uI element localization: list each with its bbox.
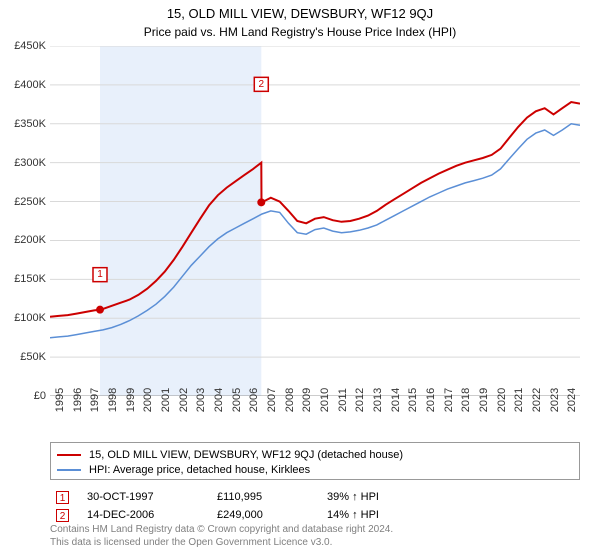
- event-marker-icon: 1: [56, 491, 69, 504]
- svg-text:1: 1: [97, 269, 103, 280]
- x-tick-label: 2022: [531, 388, 543, 412]
- x-tick-label: 2021: [513, 388, 525, 412]
- footer-line: This data is licensed under the Open Gov…: [50, 537, 580, 550]
- x-tick-label: 2011: [337, 388, 349, 412]
- event-date: 14-DEC-2006: [87, 509, 217, 521]
- legend-item: 15, OLD MILL VIEW, DEWSBURY, WF12 9QJ (d…: [57, 447, 573, 462]
- y-tick-label: £100K: [14, 312, 46, 324]
- event-marker-icon: 2: [56, 509, 69, 522]
- x-tick-label: 2015: [407, 388, 419, 412]
- event-row: 2 14-DEC-2006 £249,000 14% ↑ HPI: [56, 506, 574, 524]
- x-tick-label: 2002: [178, 388, 190, 412]
- event-price: £249,000: [217, 509, 327, 521]
- x-tick-label: 1995: [54, 388, 66, 412]
- legend-label: 15, OLD MILL VIEW, DEWSBURY, WF12 9QJ (d…: [89, 449, 403, 461]
- x-tick-label: 2023: [549, 388, 561, 412]
- y-tick-label: £400K: [14, 79, 46, 91]
- footer: Contains HM Land Registry data © Crown c…: [50, 524, 580, 549]
- legend-swatch: [57, 469, 81, 471]
- chart-subtitle: Price paid vs. HM Land Registry's House …: [0, 21, 600, 39]
- x-tick-label: 2008: [284, 388, 296, 412]
- x-tick-label: 2013: [372, 388, 384, 412]
- x-tick-label: 1997: [89, 388, 101, 412]
- legend-swatch: [57, 454, 81, 456]
- y-tick-label: £350K: [14, 118, 46, 130]
- y-tick-label: £300K: [14, 157, 46, 169]
- x-tick-label: 2004: [213, 388, 225, 412]
- x-tick-label: 1996: [72, 388, 84, 412]
- y-tick-label: £450K: [14, 40, 46, 52]
- event-price: £110,995: [217, 491, 327, 503]
- x-tick-label: 2009: [301, 388, 313, 412]
- chart-container: 15, OLD MILL VIEW, DEWSBURY, WF12 9QJ Pr…: [0, 0, 600, 560]
- plot-area: 12: [50, 46, 580, 396]
- x-tick-label: 2006: [248, 388, 260, 412]
- y-tick-label: £150K: [14, 273, 46, 285]
- plot-svg: 12: [50, 46, 580, 396]
- event-date: 30-OCT-1997: [87, 491, 217, 503]
- x-tick-label: 2000: [142, 388, 154, 412]
- events: 1 30-OCT-1997 £110,995 39% ↑ HPI 2 14-DE…: [50, 482, 580, 528]
- y-tick-label: £0: [34, 390, 46, 402]
- x-tick-label: 2020: [496, 388, 508, 412]
- event-row: 1 30-OCT-1997 £110,995 39% ↑ HPI: [56, 488, 574, 506]
- x-tick-label: 2018: [460, 388, 472, 412]
- x-tick-label: 2005: [231, 388, 243, 412]
- x-tick-label: 1999: [125, 388, 137, 412]
- x-tick-label: 1998: [107, 388, 119, 412]
- legend-label: HPI: Average price, detached house, Kirk…: [89, 464, 310, 476]
- event-delta: 39% ↑ HPI: [327, 491, 379, 503]
- x-tick-label: 2007: [266, 388, 278, 412]
- x-tick-label: 2012: [354, 388, 366, 412]
- x-tick-label: 2014: [390, 388, 402, 412]
- x-tick-label: 2016: [425, 388, 437, 412]
- x-tick-label: 2010: [319, 388, 331, 412]
- footer-line: Contains HM Land Registry data © Crown c…: [50, 524, 580, 537]
- x-tick-label: 2024: [566, 388, 578, 412]
- x-tick-label: 2019: [478, 388, 490, 412]
- legend: 15, OLD MILL VIEW, DEWSBURY, WF12 9QJ (d…: [50, 442, 580, 480]
- svg-text:2: 2: [259, 79, 265, 90]
- x-tick-label: 2003: [195, 388, 207, 412]
- event-delta: 14% ↑ HPI: [327, 509, 379, 521]
- y-tick-label: £50K: [20, 351, 46, 363]
- y-tick-label: £250K: [14, 196, 46, 208]
- y-tick-label: £200K: [14, 234, 46, 246]
- x-tick-label: 2001: [160, 388, 172, 412]
- legend-item: HPI: Average price, detached house, Kirk…: [57, 462, 573, 477]
- x-tick-label: 2017: [443, 388, 455, 412]
- chart-title: 15, OLD MILL VIEW, DEWSBURY, WF12 9QJ: [0, 0, 600, 21]
